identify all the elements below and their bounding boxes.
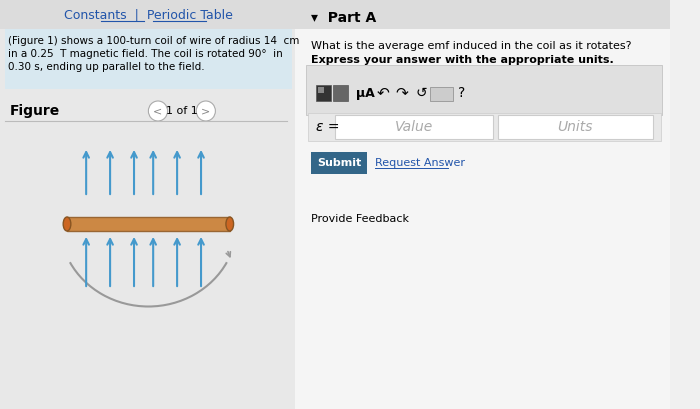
FancyBboxPatch shape xyxy=(335,115,493,139)
Text: <: < xyxy=(153,106,162,116)
Text: Figure: Figure xyxy=(10,104,60,118)
Text: 1 of 1: 1 of 1 xyxy=(166,106,198,116)
FancyBboxPatch shape xyxy=(498,115,653,139)
Text: Units: Units xyxy=(558,120,593,134)
Text: Express your answer with the appropriate units.: Express your answer with the appropriate… xyxy=(311,55,614,65)
Text: ↷: ↷ xyxy=(395,85,409,101)
Text: ?: ? xyxy=(458,86,465,100)
FancyBboxPatch shape xyxy=(333,85,349,101)
Ellipse shape xyxy=(63,217,71,231)
Text: 0.30 s, ending up parallel to the field.: 0.30 s, ending up parallel to the field. xyxy=(8,62,204,72)
FancyBboxPatch shape xyxy=(295,0,670,409)
FancyBboxPatch shape xyxy=(430,87,453,101)
FancyBboxPatch shape xyxy=(316,85,331,101)
FancyBboxPatch shape xyxy=(67,217,230,231)
FancyBboxPatch shape xyxy=(308,113,661,141)
Circle shape xyxy=(148,101,167,121)
Text: >: > xyxy=(201,106,211,116)
Ellipse shape xyxy=(226,217,234,231)
Text: ▾  Part A: ▾ Part A xyxy=(311,11,377,25)
Text: in a 0.25  T magnetic field. The coil is rotated 90°  in: in a 0.25 T magnetic field. The coil is … xyxy=(8,49,282,59)
Text: μA: μA xyxy=(356,86,375,99)
Text: Provide Feedback: Provide Feedback xyxy=(311,214,409,224)
Text: Submit: Submit xyxy=(317,158,361,168)
FancyBboxPatch shape xyxy=(307,65,662,115)
Text: Request Answer: Request Answer xyxy=(375,158,466,168)
Text: What is the average emf induced in the coil as it rotates?: What is the average emf induced in the c… xyxy=(311,41,631,51)
Text: ↶: ↶ xyxy=(377,85,389,101)
FancyBboxPatch shape xyxy=(311,152,367,174)
FancyBboxPatch shape xyxy=(0,0,670,29)
FancyBboxPatch shape xyxy=(318,87,323,93)
Text: ↺: ↺ xyxy=(415,86,427,100)
Text: Value: Value xyxy=(395,120,433,134)
Text: (Figure 1) shows a 100-turn coil of wire of radius 14  cm: (Figure 1) shows a 100-turn coil of wire… xyxy=(8,36,299,46)
Text: ε =: ε = xyxy=(316,120,340,134)
Circle shape xyxy=(196,101,216,121)
Text: Constants  |  Periodic Table: Constants | Periodic Table xyxy=(64,9,233,22)
FancyBboxPatch shape xyxy=(0,0,295,409)
FancyBboxPatch shape xyxy=(5,29,292,89)
